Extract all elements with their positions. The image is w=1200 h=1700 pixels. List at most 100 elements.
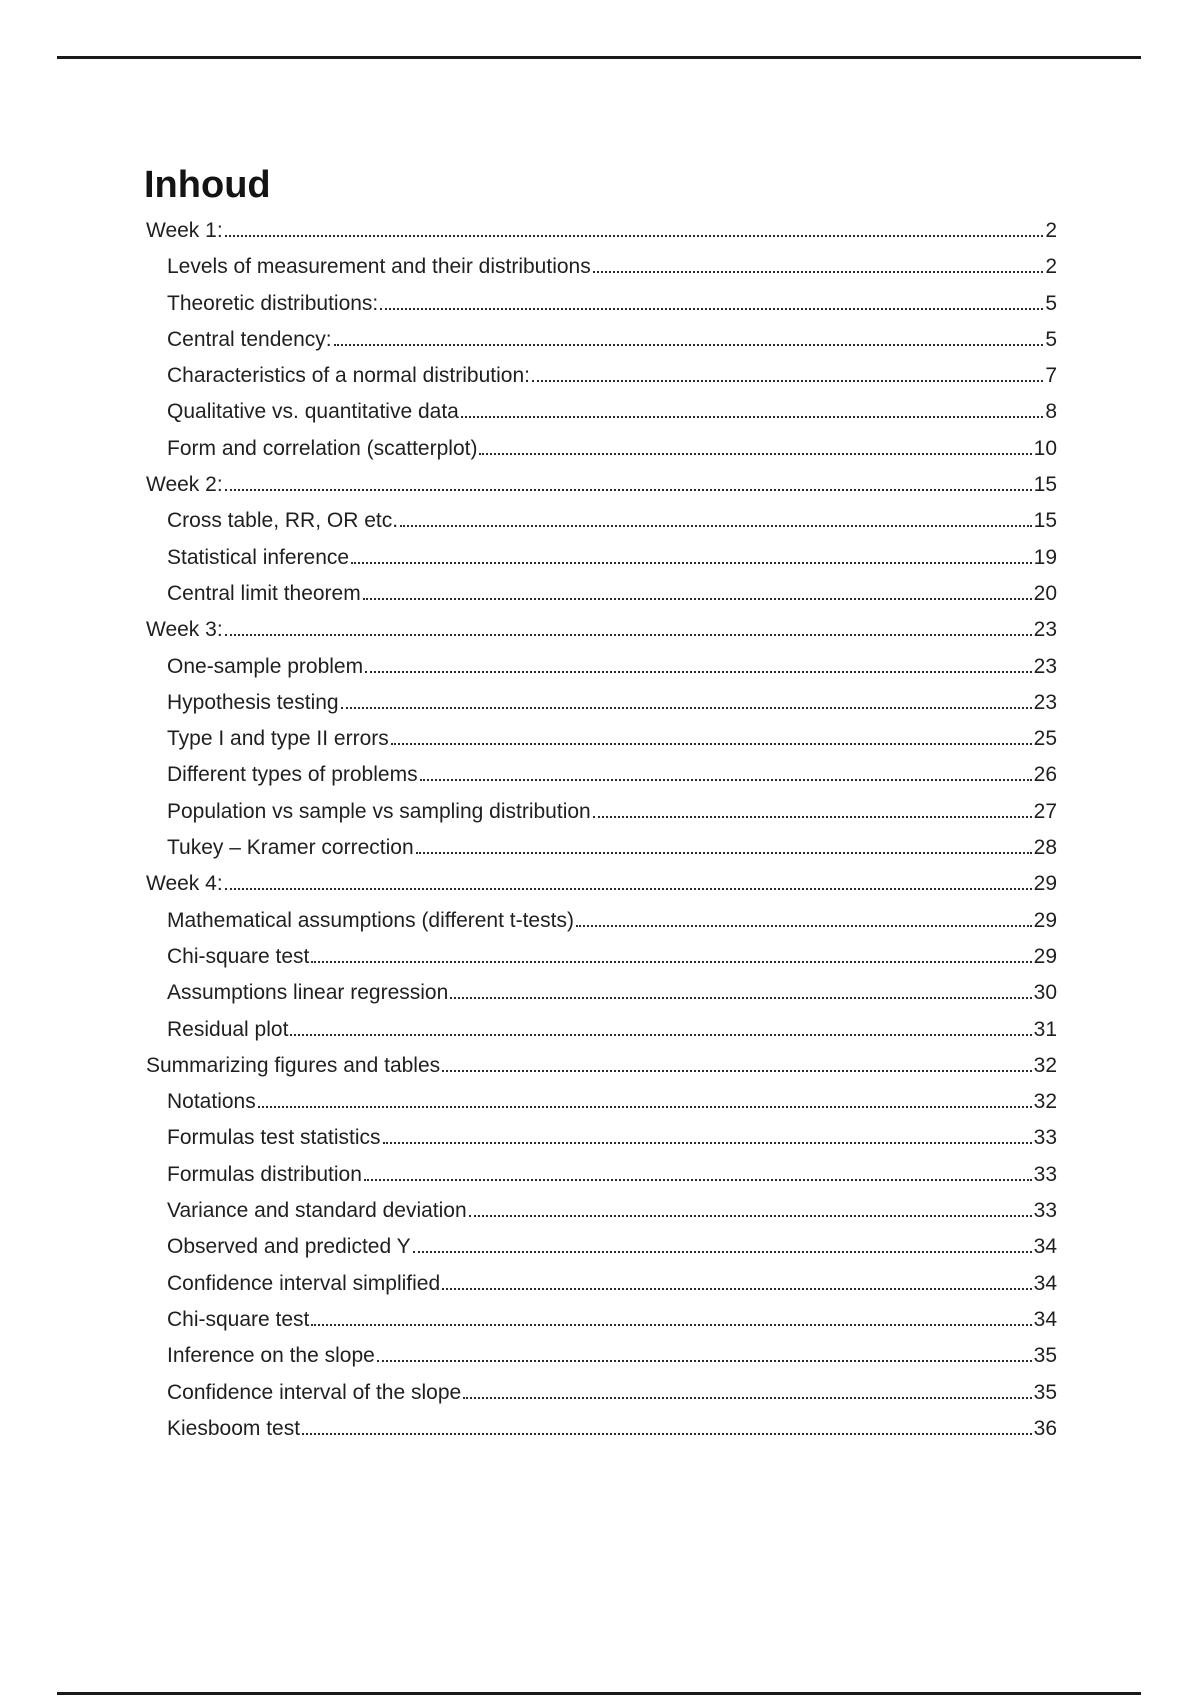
toc-entry-page: 23 xyxy=(1033,618,1057,642)
toc-entry[interactable]: Residual plot 31 xyxy=(146,1012,1057,1048)
toc-entry[interactable]: Hypothesis testing 23 xyxy=(146,685,1057,721)
toc-entry[interactable]: Week 3: 23 xyxy=(146,612,1057,648)
toc-entry[interactable]: Observed and predicted Y 34 xyxy=(146,1229,1057,1265)
toc-entry-label: Observed and predicted Y xyxy=(167,1235,411,1259)
dot-leader xyxy=(468,1215,1032,1218)
toc-entry-page: 10 xyxy=(1033,436,1057,460)
toc-entry-page: 34 xyxy=(1033,1271,1057,1295)
toc-entry[interactable]: Levels of measurement and their distribu… xyxy=(146,249,1057,285)
toc-entry-label: Central tendency: xyxy=(167,327,332,351)
toc-entry-label: Formulas distribution xyxy=(167,1162,362,1186)
toc-entry[interactable]: Formulas test statistics 33 xyxy=(146,1120,1057,1156)
footer-rule xyxy=(57,1692,1141,1695)
toc-entry[interactable]: Mathematical assumptions (different t-te… xyxy=(146,903,1057,939)
toc-entry-page: 7 xyxy=(1045,364,1057,388)
dot-leader xyxy=(224,235,1044,237)
dot-leader xyxy=(390,743,1032,746)
toc-entry-page: 20 xyxy=(1033,581,1057,605)
toc-entry[interactable]: Summarizing figures and tables 32 xyxy=(146,1048,1057,1084)
dot-leader xyxy=(531,380,1044,383)
toc-entry-label: Type I and type II errors xyxy=(167,727,389,751)
toc-entry[interactable]: Central limit theorem 20 xyxy=(146,576,1057,612)
toc-entry[interactable]: Assumptions linear regression 30 xyxy=(146,975,1057,1011)
toc-entry-label: Hypothesis testing xyxy=(167,690,339,714)
dot-leader xyxy=(415,852,1032,855)
toc-entry-label: Formulas test statistics xyxy=(167,1126,381,1150)
toc-entry-label: Levels of measurement and their distribu… xyxy=(167,255,591,279)
dot-leader xyxy=(340,706,1032,709)
toc-entry[interactable]: Type I and type II errors 25 xyxy=(146,721,1057,757)
toc-entry-page: 5 xyxy=(1045,327,1057,351)
toc-entry[interactable]: Kiesboom test 36 xyxy=(146,1411,1057,1447)
toc-entry[interactable]: Theoretic distributions: 5 xyxy=(146,286,1057,322)
dot-leader xyxy=(442,1287,1032,1290)
toc-entry-label: Variance and standard deviation xyxy=(167,1199,467,1223)
toc-entry-page: 31 xyxy=(1033,1017,1057,1041)
toc-entry-label: Week 3: xyxy=(146,618,223,642)
toc-entry-page: 30 xyxy=(1033,981,1057,1005)
toc-entry-label: Notations xyxy=(167,1090,256,1114)
toc-entry-page: 8 xyxy=(1045,400,1057,424)
toc-entry[interactable]: Week 1: 2 xyxy=(146,213,1057,249)
dot-leader xyxy=(442,1069,1032,1072)
dot-leader xyxy=(380,307,1044,310)
dot-leader xyxy=(311,960,1032,963)
dot-leader xyxy=(302,1432,1032,1435)
toc-entry-label: Week 4: xyxy=(146,872,223,896)
dot-leader xyxy=(351,561,1032,564)
dot-leader xyxy=(592,815,1032,818)
dot-leader xyxy=(224,489,1032,492)
toc-entry[interactable]: Variance and standard deviation 33 xyxy=(146,1193,1057,1229)
toc-entry-page: 27 xyxy=(1033,799,1057,823)
dot-leader xyxy=(363,1178,1032,1181)
toc-entry[interactable]: Different types of problems 26 xyxy=(146,757,1057,793)
toc-list: Week 1: 2 Levels of measurement and thei… xyxy=(146,213,1057,1447)
toc-entry[interactable]: Chi-square test 34 xyxy=(146,1302,1057,1338)
toc-entry-page: 36 xyxy=(1033,1416,1057,1440)
toc-entry-label: Chi-square test xyxy=(167,944,310,968)
toc-entry[interactable]: Qualitative vs. quantitative data 8 xyxy=(146,394,1057,430)
toc-entry-page: 35 xyxy=(1033,1344,1057,1368)
toc-entry-page: 26 xyxy=(1033,763,1057,787)
toc-entry[interactable]: Characteristics of a normal distribution… xyxy=(146,358,1057,394)
toc-entry[interactable]: Form and correlation (scatterplot) 10 xyxy=(146,431,1057,467)
toc-entry[interactable]: Population vs sample vs sampling distrib… xyxy=(146,794,1057,830)
dot-leader xyxy=(224,888,1032,891)
toc-entry-page: 33 xyxy=(1033,1126,1057,1150)
toc-entry[interactable]: Notations 32 xyxy=(146,1084,1057,1120)
toc-entry[interactable]: Week 4: 29 xyxy=(146,866,1057,902)
toc-entry-label: Statistical inference xyxy=(167,545,350,569)
dot-leader xyxy=(362,597,1032,600)
toc-entry-page: 23 xyxy=(1033,654,1057,678)
toc-entry-page: 28 xyxy=(1033,836,1057,860)
toc-entry-page: 33 xyxy=(1033,1162,1057,1186)
toc-entry[interactable]: Statistical inference 19 xyxy=(146,540,1057,576)
toc-entry[interactable]: Confidence interval of the slope 35 xyxy=(146,1375,1057,1411)
dot-leader xyxy=(333,343,1044,346)
dot-leader xyxy=(365,670,1032,673)
page-title: Inhoud xyxy=(144,164,271,206)
toc-entry[interactable]: Cross table, RR, OR etc. 15 xyxy=(146,503,1057,539)
toc-entry-page: 19 xyxy=(1033,545,1057,569)
toc-entry[interactable]: Central tendency: 5 xyxy=(146,322,1057,358)
dot-leader xyxy=(479,452,1032,455)
toc-entry-label: Confidence interval simplified xyxy=(167,1271,441,1295)
toc-entry[interactable]: Inference on the slope 35 xyxy=(146,1338,1057,1374)
toc-entry-label: Week 2: xyxy=(146,473,223,497)
toc-entry-page: 33 xyxy=(1033,1199,1057,1223)
toc-entry[interactable]: Tukey – Kramer correction 28 xyxy=(146,830,1057,866)
toc-entry[interactable]: Chi-square test 29 xyxy=(146,939,1057,975)
toc-entry-label: Residual plot xyxy=(167,1017,289,1041)
toc-entry-label: Form and correlation (scatterplot) xyxy=(167,436,478,460)
toc-entry[interactable]: Confidence interval simplified 34 xyxy=(146,1266,1057,1302)
toc-entry[interactable]: Formulas distribution 33 xyxy=(146,1157,1057,1193)
toc-entry[interactable]: Week 2: 15 xyxy=(146,467,1057,503)
dot-leader xyxy=(460,416,1044,419)
dot-leader xyxy=(412,1251,1032,1254)
toc-entry-page: 5 xyxy=(1045,291,1057,315)
toc-entry-page: 23 xyxy=(1033,690,1057,714)
toc-entry-label: Assumptions linear regression xyxy=(167,981,449,1005)
toc-entry-label: Theoretic distributions: xyxy=(167,291,379,315)
toc-entry[interactable]: One-sample problem 23 xyxy=(146,649,1057,685)
